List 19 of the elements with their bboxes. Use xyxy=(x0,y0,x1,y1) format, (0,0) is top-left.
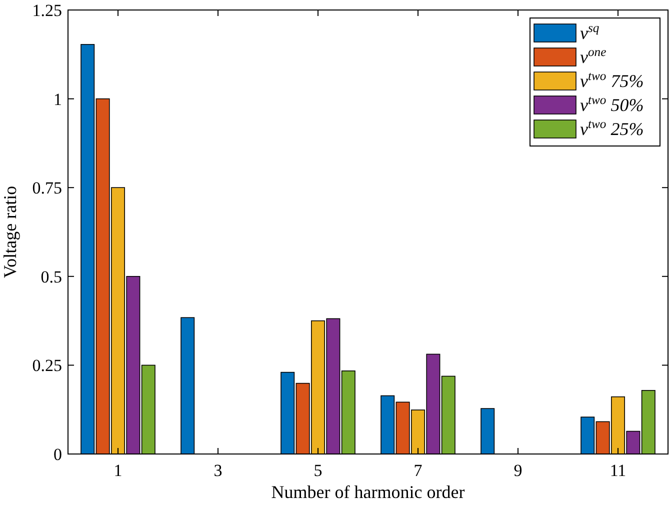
x-tick-label: 3 xyxy=(214,461,222,480)
y-axis-title: Voltage ratio xyxy=(0,186,20,278)
legend-label: v$^{two}$ 50% xyxy=(580,93,644,115)
x-tick-label: 5 xyxy=(314,461,322,480)
x-axis-title: Number of harmonic order xyxy=(271,482,465,502)
y-tick-label: 0.5 xyxy=(40,267,62,286)
legend-label: v$^{two}$ 25% xyxy=(580,117,644,139)
legend-label: v$^{one}$ xyxy=(580,45,607,67)
y-tick-label: 1.25 xyxy=(32,0,62,20)
x-tick-label: 1 xyxy=(114,461,122,480)
y-tick-label: 1 xyxy=(54,90,62,109)
x-tick-label: 9 xyxy=(514,461,522,480)
legend-label: v$^{sq}$ xyxy=(580,21,600,43)
legend-label: v$^{two}$ 75% xyxy=(580,69,644,91)
y-tick-label: 0.75 xyxy=(32,178,62,198)
y-tick-label: 0.25 xyxy=(32,356,62,376)
x-tick-label: 7 xyxy=(414,461,423,480)
x-tick-label: 11 xyxy=(610,461,626,480)
y-tick-label: 0 xyxy=(54,444,62,464)
